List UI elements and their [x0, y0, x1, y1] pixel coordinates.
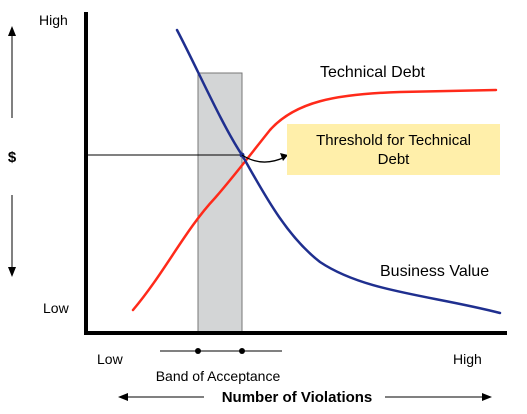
acceptance-band	[197, 72, 243, 334]
callout-pointer	[241, 154, 286, 163]
band-of-acceptance-label: Band of Acceptance	[156, 368, 281, 384]
y-axis-low-label: Low	[43, 300, 70, 316]
y-arrow-down-head	[8, 267, 16, 277]
x-axis-high-label: High	[453, 351, 482, 367]
x-arrow-left-head	[118, 393, 128, 401]
band-marker-left	[195, 348, 201, 354]
business-value-curve	[175, 28, 502, 315]
x-arrow-right-head	[482, 393, 492, 401]
y-axis-high-label: High	[39, 12, 68, 28]
x-axis-title: Number of Violations	[222, 389, 373, 406]
y-axis-dollar-label: $	[8, 149, 17, 166]
threshold-callout-line2: Debt	[377, 150, 410, 168]
band-marker-right	[239, 348, 245, 354]
threshold-callout-line1: Threshold for Technical	[316, 131, 471, 149]
technical-debt-label: Technical Debt	[320, 64, 426, 81]
y-arrow-up-head	[8, 26, 16, 36]
callout-arrowhead	[280, 153, 288, 161]
threshold-callout: Threshold for Technical Debt	[287, 124, 500, 175]
x-axis-low-label: Low	[97, 351, 124, 367]
business-value-label: Business Value	[380, 263, 489, 280]
